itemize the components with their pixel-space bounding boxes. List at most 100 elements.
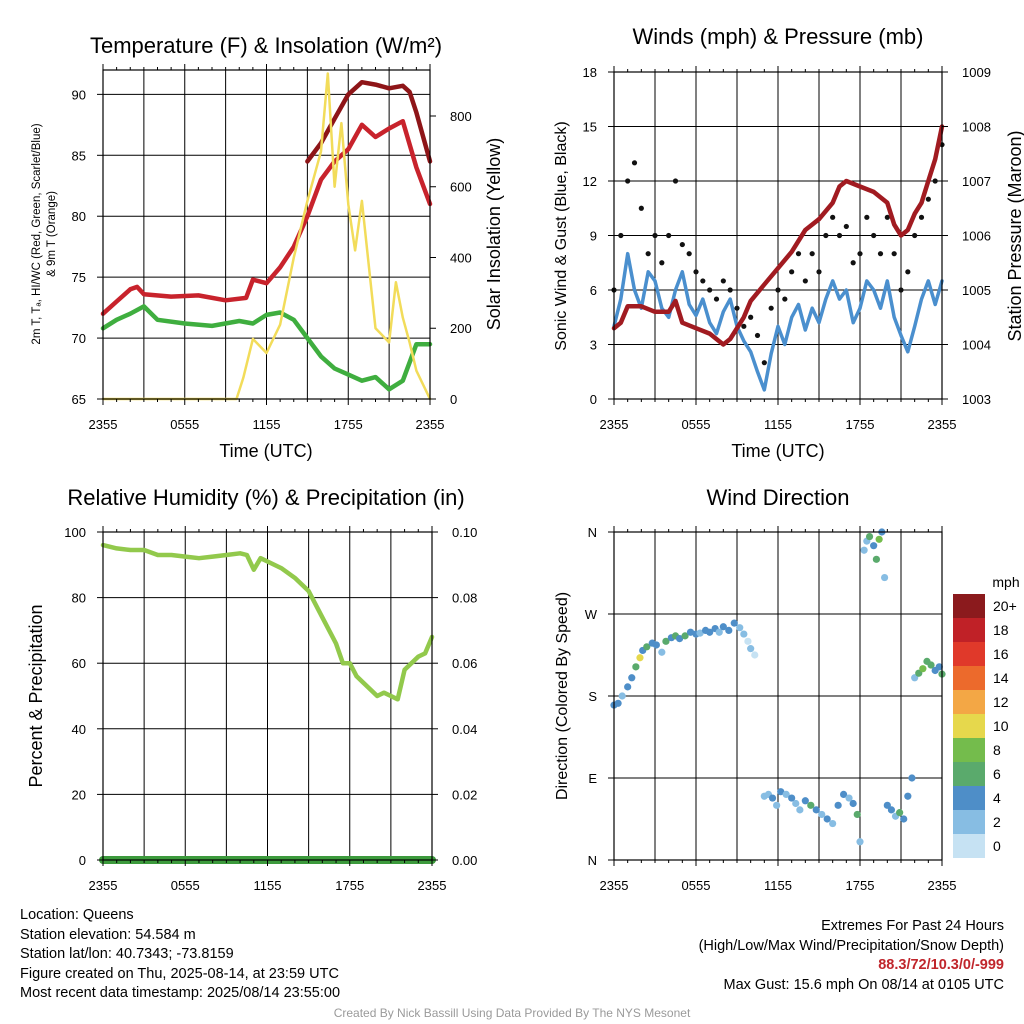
temperature-line [100, 304, 433, 392]
direction-ylabel: Direction (Colored By Speed) [554, 592, 571, 800]
x-tick-label: 2355 [600, 417, 629, 432]
y2-tick-label: 0.08 [452, 591, 477, 606]
gust-point [768, 305, 774, 311]
direction-point [845, 794, 853, 802]
y2-tick-label: 1004 [962, 338, 991, 353]
direction-point [632, 663, 640, 671]
latlon-line: Station lat/lon: 40.7343; -73.8159 [20, 946, 234, 962]
x-tick-label: 1155 [253, 417, 281, 432]
x-tick-label: 2355 [600, 878, 629, 893]
direction-point [853, 810, 861, 819]
gust-point [864, 214, 870, 220]
y2-tick-label: 1005 [962, 283, 991, 298]
y-tick-label: 0 [590, 392, 597, 407]
colorbar-title: mph [992, 574, 1019, 590]
x-tick-label: 1155 [764, 417, 792, 432]
y-tick-label: 15 [583, 120, 597, 135]
gust-point [802, 278, 808, 284]
gust-point [727, 287, 733, 293]
x-tick-label: 1155 [764, 878, 792, 893]
gust-point [748, 314, 754, 320]
gust-point [754, 332, 761, 339]
x-tick-label: 0555 [682, 417, 711, 432]
gust-point [672, 178, 679, 184]
gust-point [720, 278, 726, 284]
wind-ylabel: Sonic Wind & Gust (Blue, Black) [553, 121, 570, 350]
gust-point [795, 251, 802, 257]
humidity-ylabel: Percent & Precipitation [26, 604, 46, 787]
temperature-panel: Temperature (F) & Insolation (W/m²) 2355… [31, 33, 504, 461]
gust-point [625, 178, 631, 184]
gust-point [666, 232, 672, 239]
y-tick-label: 75 [72, 270, 86, 285]
y-tick-label: N [588, 853, 597, 868]
direction-point [919, 665, 927, 673]
direction-point [747, 645, 755, 653]
gust-point [877, 251, 884, 257]
direction-point [900, 815, 908, 823]
direction-point [840, 790, 848, 799]
y2-tick-label: 600 [450, 180, 472, 195]
y2-tick-label: 1007 [962, 174, 991, 189]
direction-point [658, 648, 666, 656]
direction-point [676, 635, 684, 643]
wind-title: Winds (mph) & Pressure (mb) [633, 24, 924, 49]
y2-tick-label: 400 [450, 250, 472, 265]
direction-point [740, 630, 748, 638]
pressure-ylabel: Station Pressure (Maroon) [1005, 130, 1024, 341]
direction-point [896, 809, 904, 817]
humidity-title: Relative Humidity (%) & Precipitation (i… [67, 485, 464, 510]
x-tick-label: 0555 [682, 878, 711, 893]
colorbar-label: 20+ [993, 598, 1017, 614]
temperature-ticks: 2355 0555 1155 1755 235565707580859002004006… [72, 64, 472, 432]
direction-point [686, 628, 695, 636]
y2-tick-label: 1006 [962, 229, 991, 244]
direction-point [935, 663, 943, 671]
colorbar-label: 10 [993, 718, 1009, 734]
temperature-ylabel-line2: & 9m T (Orange) [46, 191, 58, 277]
direction-point [736, 624, 744, 632]
direction-point [706, 628, 714, 636]
direction-point [777, 788, 785, 796]
gust-point [775, 287, 781, 293]
direction-point [751, 651, 759, 659]
gust-point [816, 269, 822, 275]
wind-grid [614, 72, 942, 399]
wind-ticks: 2355 0555 1155 1755 235503691215181003100410… [583, 65, 991, 432]
x-tick-label: 0555 [170, 417, 199, 432]
gust-point [884, 214, 890, 220]
direction-point [681, 632, 689, 640]
y2-tick-label: 1008 [962, 120, 991, 135]
colorbar-swatch [953, 666, 985, 690]
x-tick-label: 1755 [846, 417, 875, 432]
colorbar-label: 4 [993, 790, 1001, 806]
x-tick-label: 1755 [334, 417, 363, 432]
gust-point [741, 323, 747, 329]
x-tick-label: 2355 [928, 878, 957, 893]
colorbar-label: 18 [993, 622, 1009, 638]
credit-line: Created By Nick Bassill Using Data Provi… [333, 1006, 691, 1020]
gust-point [850, 260, 856, 266]
direction-point [818, 810, 826, 819]
x-tick-label: 1755 [846, 878, 875, 893]
colorbar-label: 6 [993, 766, 1001, 782]
insolation-line [101, 72, 432, 401]
direction-panel: Wind Direction 2355 0555 1155 1755 2355NESWN… [554, 485, 1020, 893]
x-tick-label: 1755 [335, 878, 364, 893]
humidity-panel: Relative Humidity (%) & Precipitation (i… [26, 485, 477, 893]
direction-point [643, 643, 651, 651]
colorbar-label: 12 [993, 694, 1009, 710]
direction-point [812, 806, 820, 814]
extremes-info: Extremes For Past 24 Hours (High/Low/Max… [699, 917, 1004, 995]
direction-point [719, 623, 727, 631]
gust-point [905, 269, 911, 275]
direction-point [865, 532, 874, 541]
direction-point [829, 819, 837, 828]
gust-point [652, 232, 658, 239]
x-tick-label: 1155 [254, 878, 282, 893]
gust-point [932, 178, 938, 184]
colorbar-swatch [953, 642, 985, 666]
colorbar-swatch [953, 714, 985, 738]
y-tick-label: 90 [72, 87, 86, 102]
